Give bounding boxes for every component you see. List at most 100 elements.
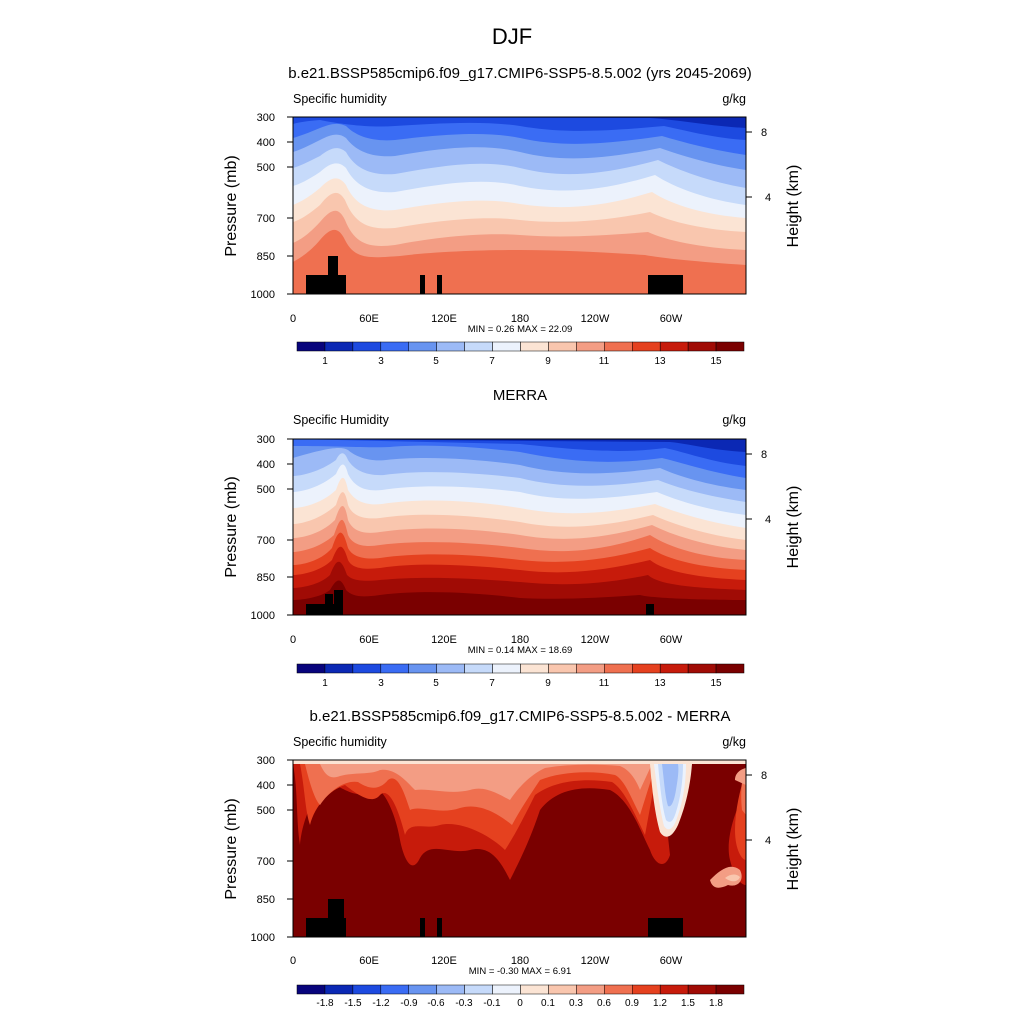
colorbar-swatch xyxy=(520,984,549,995)
colorbar-label: 1.8 xyxy=(709,998,723,1009)
y-tick-label: 850 xyxy=(257,894,275,906)
colorbar-swatch xyxy=(604,663,633,674)
figure-title: DJF xyxy=(492,24,532,49)
x-axis-ticks: 0 60E 120E 180 120W 60W xyxy=(290,313,683,325)
y-tick-label: 1000 xyxy=(251,610,275,622)
min-max-label: MIN = -0.30 MAX = 6.91 xyxy=(469,966,571,977)
colorbar-swatch xyxy=(715,984,745,995)
colorbar-label: 3 xyxy=(378,678,384,689)
plot-frame xyxy=(292,438,747,616)
colorbar-label: 7 xyxy=(489,678,495,689)
colorbar-swatch xyxy=(464,341,493,352)
y-axis-label: Pressure (mb) xyxy=(223,155,240,256)
colorbar-label: 11 xyxy=(599,356,610,367)
colorbar-swatch xyxy=(659,984,689,995)
y-tick-label: 700 xyxy=(257,856,275,868)
contour-plot xyxy=(293,439,746,615)
colorbar-label: 1 xyxy=(322,678,328,689)
panel-title: MERRA xyxy=(493,387,547,404)
x-tick-label: 60E xyxy=(359,955,379,967)
colorbar-swatch xyxy=(408,663,437,674)
x-tick-label: 180 xyxy=(511,313,529,325)
plot-frame xyxy=(292,116,747,295)
colorbar-label: 11 xyxy=(599,678,610,689)
x-tick-label: 120E xyxy=(431,955,457,967)
x-tick-label: 60W xyxy=(660,955,683,967)
panel-title: b.e21.BSSP585cmip6.f09_g17.CMIP6-SSP5-8.… xyxy=(309,708,730,725)
colorbar-swatch xyxy=(715,341,745,352)
colorbar-swatch xyxy=(380,341,409,352)
x-axis-ticks: 0 60E 120E 180 120W 60W xyxy=(290,634,683,646)
colorbar-swatch xyxy=(436,341,465,352)
colorbar-label: -1.2 xyxy=(372,998,390,1009)
topography-mask xyxy=(306,256,683,294)
y-tick-label: 500 xyxy=(257,805,275,817)
plot-frame xyxy=(292,759,747,938)
colorbar-label: 0.6 xyxy=(597,998,611,1009)
colorbar-label: 0 xyxy=(517,998,523,1009)
colorbar-label: 15 xyxy=(710,678,722,689)
x-tick-label: 180 xyxy=(511,634,529,646)
y2-axis-ticks: 8 4 xyxy=(746,449,771,526)
colorbar-swatch xyxy=(408,341,437,352)
contour-plot xyxy=(293,760,746,937)
colorbar-swatch xyxy=(492,663,521,674)
colorbar-label: 3 xyxy=(378,356,384,367)
x-tick-label: 0 xyxy=(290,313,296,325)
y-axis-label: Pressure (mb) xyxy=(223,476,240,577)
colorbar xyxy=(296,341,745,352)
colorbar-label: 0.9 xyxy=(625,998,639,1009)
colorbar-label: -1.5 xyxy=(344,998,362,1009)
x-axis-ticks: 0 60E 120E 180 120W 60W xyxy=(290,955,683,967)
colorbar-label: 9 xyxy=(545,678,551,689)
x-tick-label: 60W xyxy=(660,634,683,646)
panel-title: b.e21.BSSP585cmip6.f09_g17.CMIP6-SSP5-8.… xyxy=(288,65,752,82)
y2-axis-label: Height (km) xyxy=(785,165,802,248)
colorbar-label: -0.3 xyxy=(455,998,473,1009)
colorbar-swatch xyxy=(576,984,605,995)
y-tick-label: 300 xyxy=(257,434,275,446)
x-tick-label: 120E xyxy=(431,634,457,646)
topography-mask xyxy=(306,590,654,615)
colorbar-label: 0.1 xyxy=(541,998,555,1009)
x-tick-label: 120W xyxy=(581,634,610,646)
y-tick-label: 700 xyxy=(257,535,275,547)
colorbar xyxy=(296,984,745,995)
y-axis-ticks: 300 400 500 700 850 1000 xyxy=(251,434,293,622)
colorbar-swatch xyxy=(548,663,577,674)
y-axis-label: Pressure (mb) xyxy=(223,798,240,899)
y2-tick-label: 8 xyxy=(761,127,767,139)
colorbar-swatch xyxy=(632,341,661,352)
colorbar-label: -0.1 xyxy=(483,998,501,1009)
colorbar-label: -0.9 xyxy=(400,998,418,1009)
colorbar-swatch xyxy=(464,663,493,674)
colorbar-swatch xyxy=(687,984,717,995)
colorbar-label: 1.2 xyxy=(653,998,667,1009)
y2-axis-label: Height (km) xyxy=(785,808,802,891)
x-tick-label: 0 xyxy=(290,634,296,646)
min-max-label: MIN = 0.26 MAX = 22.09 xyxy=(468,324,573,335)
y-axis-ticks: 300 400 500 700 850 1000 xyxy=(251,112,293,301)
x-tick-label: 60W xyxy=(660,313,683,325)
colorbar-swatch xyxy=(352,984,382,995)
colorbar-swatch xyxy=(632,663,661,674)
colorbar-labels: -1.8 -1.5 -1.2 -0.9 -0.6 -0.3 -0.1 0 0.1… xyxy=(316,998,723,1009)
y2-axis-ticks: 8 4 xyxy=(746,127,771,204)
panel-difference: b.e21.BSSP585cmip6.f09_g17.CMIP6-SSP5-8.… xyxy=(223,708,802,1009)
x-tick-label: 0 xyxy=(290,955,296,967)
colorbar xyxy=(296,663,745,674)
colorbar-swatch xyxy=(632,984,661,995)
units-label: g/kg xyxy=(722,92,746,106)
colorbar-swatch xyxy=(548,984,577,995)
colorbar-swatch xyxy=(324,663,354,674)
colorbar-swatch xyxy=(604,341,633,352)
colorbar-swatch xyxy=(436,984,465,995)
colorbar-swatch xyxy=(715,663,745,674)
colorbar-swatch xyxy=(687,663,717,674)
colorbar-labels: 1 3 5 7 9 11 13 15 xyxy=(322,356,722,367)
colorbar-swatch xyxy=(380,663,409,674)
colorbar-label: 1.5 xyxy=(681,998,695,1009)
y-tick-label: 300 xyxy=(257,112,275,124)
y-tick-label: 850 xyxy=(257,251,275,263)
